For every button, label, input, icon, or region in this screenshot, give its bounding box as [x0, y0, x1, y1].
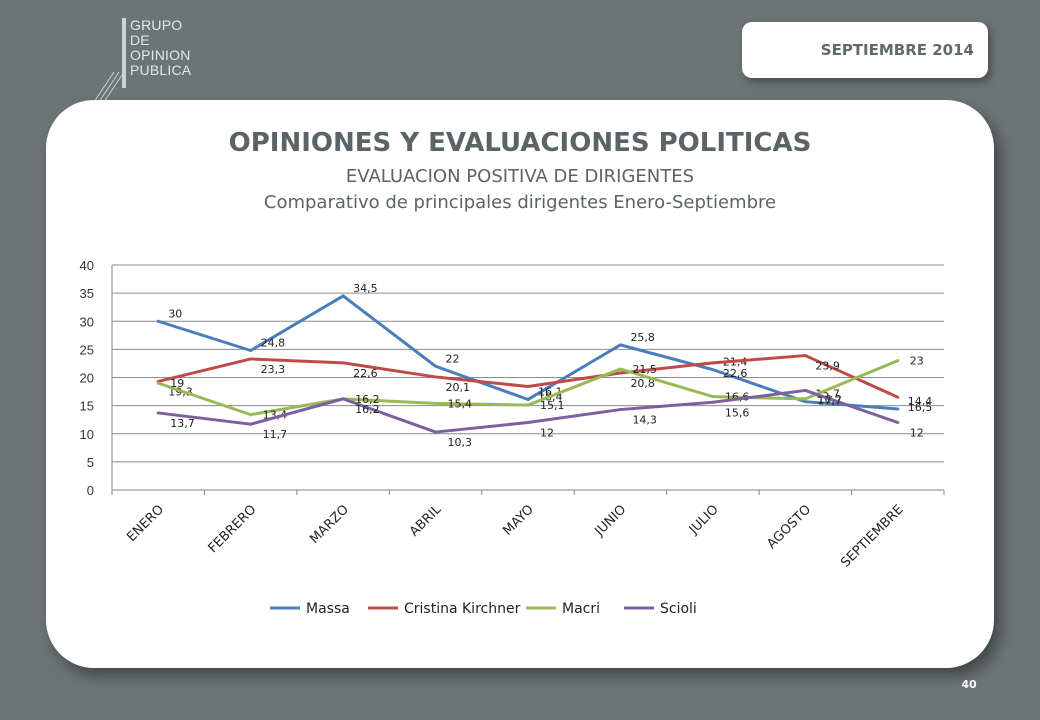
data-label: 19 [170, 377, 184, 390]
data-point [526, 385, 530, 388]
page-number: 40 [961, 678, 977, 691]
y-tick-label: 40 [80, 258, 94, 273]
data-point [249, 413, 253, 417]
y-tick-label: 0 [87, 483, 94, 498]
x-tick-label: ABRIL [407, 502, 445, 540]
data-point [711, 395, 715, 399]
data-point [526, 397, 530, 401]
legend-label: Cristina Kirchner [404, 601, 521, 617]
data-point [618, 367, 622, 371]
slide-subtitle: EVALUACION POSITIVA DE DIRIGENTES [345, 166, 695, 187]
data-point [434, 375, 438, 379]
data-label: 15,4 [448, 397, 473, 410]
y-tick-label: 20 [80, 371, 94, 386]
data-point [526, 421, 530, 424]
data-point [618, 343, 622, 347]
x-tick-label: FEBRERO [206, 502, 260, 556]
data-label: 30 [168, 307, 182, 320]
data-point [803, 397, 807, 401]
data-label: 17,7 [817, 394, 842, 407]
data-point [803, 388, 807, 392]
data-point [803, 400, 807, 404]
data-point [156, 381, 160, 385]
x-tick-label: JUNIO [592, 502, 630, 540]
data-point [711, 368, 715, 372]
y-tick-label: 35 [80, 286, 94, 301]
month-badge-label: SEPTIEMBRE 2014 [820, 41, 974, 59]
y-tick-label: 15 [80, 399, 94, 414]
month-badge: SEPTIEMBRE 2014 [742, 22, 988, 78]
y-tick-label: 5 [87, 455, 94, 470]
legend-label: Scioli [660, 601, 697, 617]
data-label: 22 [446, 352, 460, 365]
data-point [341, 294, 345, 298]
data-point [156, 319, 160, 323]
data-label: 15,6 [725, 406, 750, 419]
data-label: 22,6 [353, 367, 378, 380]
data-label: 20,1 [446, 381, 471, 394]
data-label: 15,1 [540, 399, 565, 412]
data-label: 11,7 [263, 428, 288, 441]
data-point [896, 407, 900, 411]
data-point [434, 430, 438, 434]
data-label: 13,7 [170, 417, 195, 430]
x-tick-label: SEPTIEMBRE [838, 502, 906, 570]
data-label: 10,3 [448, 436, 473, 449]
data-point [156, 411, 160, 415]
data-point [249, 422, 253, 426]
data-point [618, 408, 622, 412]
logo-bar [122, 18, 126, 88]
data-point [341, 397, 345, 401]
x-tick-label: JULIO [686, 502, 722, 538]
y-tick-label: 30 [80, 314, 94, 329]
legend-label: Massa [306, 601, 350, 617]
data-point [618, 371, 622, 375]
data-label: 34,5 [353, 282, 378, 295]
slide-title: OPINIONES Y EVALUACIONES POLITICAS [228, 128, 812, 158]
data-label: 12 [540, 427, 554, 440]
x-tick-label: MARZO [307, 502, 352, 547]
logo: GRUPO DE OPINION PUBLICA [84, 14, 214, 108]
data-point [249, 349, 253, 352]
data-point [526, 403, 530, 407]
data-label: 24,8 [261, 337, 286, 350]
logo-text: GRUPO DE OPINION PUBLICA [130, 17, 192, 78]
data-label: 21,5 [632, 363, 657, 376]
data-point [896, 359, 900, 363]
data-label: 23 [910, 355, 924, 368]
data-label: 12 [910, 427, 924, 440]
data-label: 23,9 [815, 360, 840, 373]
data-point [711, 361, 715, 365]
series-line [157, 354, 899, 399]
data-point [711, 400, 715, 404]
data-label: 16,5 [908, 401, 933, 414]
data-point [341, 361, 345, 365]
x-tick-label: MAYO [500, 502, 536, 538]
x-tick-label: AGOSTO [764, 502, 814, 552]
data-point [896, 395, 900, 399]
x-tick-label: ENERO [124, 502, 167, 545]
y-tick-label: 25 [80, 342, 94, 357]
data-label: 22,6 [723, 367, 748, 380]
data-point [896, 421, 900, 424]
data-label: 23,3 [261, 363, 286, 376]
data-point [249, 357, 253, 361]
data-point [434, 401, 438, 405]
slide-subtitle-secondary: Comparativo de principales dirigentes En… [263, 192, 777, 213]
data-label: 25,8 [630, 331, 655, 344]
y-tick-label: 10 [80, 427, 94, 442]
data-label: 20,8 [630, 377, 655, 390]
data-label: 16,2 [355, 403, 380, 416]
slide-card [46, 100, 994, 668]
data-label: 14,4 [908, 395, 933, 408]
data-label: 14,3 [632, 414, 657, 427]
data-point [434, 364, 438, 368]
legend-label: Macri [562, 601, 600, 617]
data-point [803, 354, 807, 358]
data-label: 16,2 [355, 393, 380, 406]
